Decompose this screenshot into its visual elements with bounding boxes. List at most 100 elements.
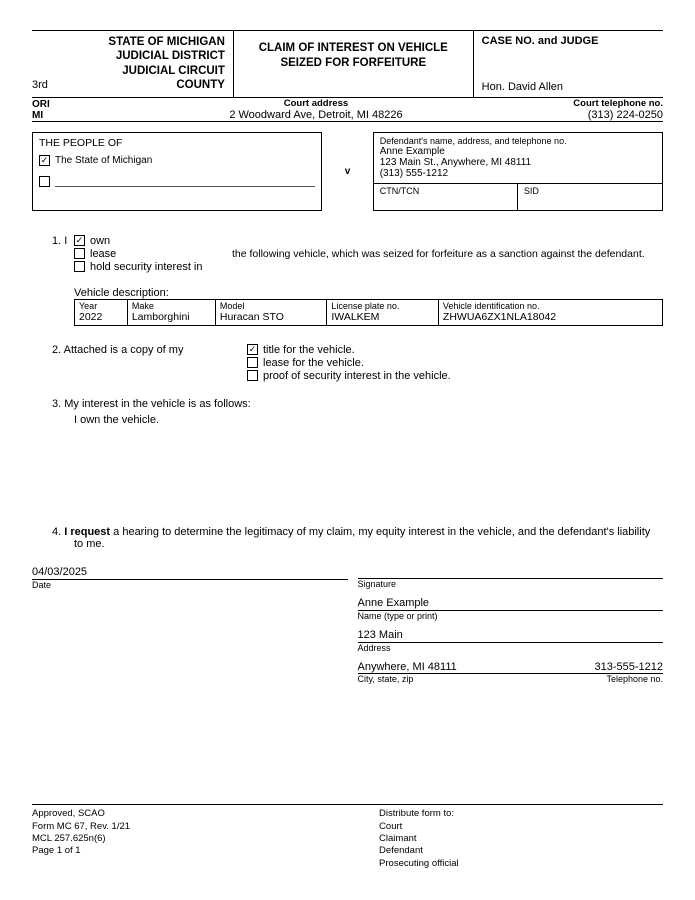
claimant-tel: 313-555-1212 bbox=[541, 661, 663, 673]
plate-value: IWALKEM bbox=[331, 311, 434, 323]
make-header: Make bbox=[132, 301, 211, 311]
plaintiff-blank-row bbox=[39, 176, 315, 187]
defendant-name: Anne Example bbox=[380, 146, 656, 157]
footer-right: Distribute form to: Court Claimant Defen… bbox=[379, 808, 663, 870]
case-block: CASE NO. and JUDGE Hon. David Allen bbox=[474, 31, 663, 97]
court-address: 2 Woodward Ave, Detroit, MI 48226 bbox=[108, 109, 524, 121]
sec3-lead: 3. My interest in the vehicle is as foll… bbox=[52, 398, 663, 410]
vehicle-table: Year2022 MakeLamborghini ModelHuracan ST… bbox=[74, 299, 663, 326]
model-header: Model bbox=[220, 301, 323, 311]
plate-header: License plate no. bbox=[331, 301, 434, 311]
defendant-tel: (313) 555-1212 bbox=[380, 168, 656, 179]
sec4-cont: to me. bbox=[74, 538, 663, 550]
claimant-name: Anne Example bbox=[358, 597, 664, 611]
lease2-checkbox[interactable] bbox=[247, 357, 258, 368]
plaintiff-title: THE PEOPLE OF bbox=[39, 137, 315, 149]
ctn-label: CTN/TCN bbox=[374, 184, 518, 210]
parties-row: THE PEOPLE OF The State of Michigan v De… bbox=[32, 132, 663, 211]
plaintiff-state-checkbox[interactable] bbox=[39, 155, 50, 166]
sec4-text: 4. I request a hearing to determine the … bbox=[52, 526, 663, 538]
defendant-box: Defendant's name, address, and telephone… bbox=[373, 132, 663, 211]
vin-value: ZHWUA6ZX1NLA18042 bbox=[443, 311, 658, 323]
year-value: 2022 bbox=[79, 311, 123, 323]
state-line4: COUNTY bbox=[62, 78, 225, 92]
sig-right-block: Signature Anne Example Name (type or pri… bbox=[348, 566, 664, 684]
name-label: Name (type or print) bbox=[358, 611, 664, 621]
plaintiff-box: THE PEOPLE OF The State of Michigan bbox=[32, 132, 322, 211]
court-tel-block: Court telephone no. (313) 224-0250 bbox=[524, 98, 663, 121]
court-address-label: Court address bbox=[108, 98, 524, 109]
form-title: CLAIM OF INTEREST ON VEHICLE SEIZED FOR … bbox=[234, 31, 474, 97]
dist-defendant: Defendant bbox=[379, 845, 663, 857]
form-header: 3rd STATE OF MICHIGAN JUDICIAL DISTRICT … bbox=[32, 30, 663, 98]
case-label: CASE NO. and JUDGE bbox=[482, 35, 663, 47]
sec2-options: title for the vehicle. lease for the veh… bbox=[247, 344, 451, 382]
defendant-info: Defendant's name, address, and telephone… bbox=[374, 133, 662, 184]
state-block: STATE OF MICHIGAN JUDICIAL DISTRICT JUDI… bbox=[62, 35, 225, 93]
sec3-body: I own the vehicle. bbox=[74, 414, 663, 426]
footer-mcl: MCL 257.625n(6) bbox=[32, 833, 379, 845]
section-4: 4. I request a hearing to determine the … bbox=[32, 526, 663, 550]
sec1-num: 1. I bbox=[52, 235, 74, 247]
mi-label: MI bbox=[32, 110, 108, 121]
plaintiff-blank-checkbox[interactable] bbox=[39, 176, 50, 187]
form-footer: Approved, SCAO Form MC 67, Rev. 1/21 MCL… bbox=[32, 804, 663, 870]
footer-page: Page 1 of 1 bbox=[32, 845, 379, 857]
section-1: 1. I own lease hold security interest in… bbox=[32, 235, 663, 326]
title-checkbox[interactable] bbox=[247, 344, 258, 355]
lease-checkbox[interactable] bbox=[74, 248, 85, 259]
addr-label: Address bbox=[358, 643, 664, 653]
proof-opt-label: proof of security interest in the vehicl… bbox=[263, 370, 451, 382]
ori-label: ORI bbox=[32, 99, 108, 110]
dist-head: Distribute form to: bbox=[379, 808, 663, 820]
proof-checkbox[interactable] bbox=[247, 370, 258, 381]
dist-court: Court bbox=[379, 821, 663, 833]
model-value: Huracan STO bbox=[220, 311, 323, 323]
state-line3: JUDICIAL CIRCUIT bbox=[62, 64, 225, 78]
plaintiff-state-row: The State of Michigan bbox=[39, 155, 315, 166]
title-line1: CLAIM OF INTEREST ON VEHICLE bbox=[242, 41, 465, 56]
section-2: 2. Attached is a copy of my title for th… bbox=[32, 344, 663, 382]
footer-left: Approved, SCAO Form MC 67, Rev. 1/21 MCL… bbox=[32, 808, 379, 870]
make-value: Lamborghini bbox=[132, 311, 211, 323]
defendant-label: Defendant's name, address, and telephone… bbox=[380, 136, 656, 146]
ori-block: ORI MI bbox=[32, 98, 108, 121]
state-line2: JUDICIAL DISTRICT bbox=[62, 49, 225, 63]
city-label: City, state, zip bbox=[358, 674, 541, 684]
sig-date-label: Date bbox=[32, 580, 348, 590]
title-line2: SEIZED FOR FORFEITURE bbox=[242, 56, 465, 71]
court-info-row: ORI MI Court address 2 Woodward Ave, Det… bbox=[32, 98, 663, 122]
year-header: Year bbox=[79, 301, 123, 311]
dist-claimant: Claimant bbox=[379, 833, 663, 845]
hold-checkbox[interactable] bbox=[74, 261, 85, 272]
lease-opt-label: lease for the vehicle. bbox=[263, 357, 364, 369]
lease-label: lease bbox=[90, 248, 116, 260]
hold-label: hold security interest in bbox=[90, 261, 203, 273]
claimant-addr: 123 Main bbox=[358, 629, 664, 643]
title-opt-label: title for the vehicle. bbox=[263, 344, 355, 356]
v-separator: v bbox=[322, 132, 372, 211]
sec1-options: own lease hold security interest in bbox=[74, 235, 224, 273]
sig-date-block: 04/03/2025 Date bbox=[32, 566, 348, 684]
sig-line[interactable] bbox=[358, 566, 664, 579]
own-checkbox[interactable] bbox=[74, 235, 85, 246]
header-left: 3rd STATE OF MICHIGAN JUDICIAL DISTRICT … bbox=[32, 31, 234, 97]
defendant-addr: 123 Main St., Anywhere, MI 48111 bbox=[380, 157, 656, 168]
signature-area: 04/03/2025 Date Signature Anne Example N… bbox=[32, 566, 663, 684]
court-tel: (313) 224-0250 bbox=[524, 109, 663, 121]
sec1-follow-text: the following vehicle, which was seized … bbox=[232, 248, 663, 260]
judge-name: Hon. David Allen bbox=[482, 81, 663, 93]
court-address-block: Court address 2 Woodward Ave, Detroit, M… bbox=[108, 98, 524, 121]
dist-prosecuting: Prosecuting official bbox=[379, 858, 663, 870]
vehicle-desc-label: Vehicle description: bbox=[74, 287, 663, 299]
plaintiff-blank-line bbox=[55, 176, 315, 187]
section-3: 3. My interest in the vehicle is as foll… bbox=[32, 398, 663, 426]
tel-label: Telephone no. bbox=[541, 674, 663, 684]
sig-date: 04/03/2025 bbox=[32, 566, 348, 580]
sec2-lead: 2. Attached is a copy of my bbox=[52, 344, 247, 356]
sig-label: Signature bbox=[358, 579, 664, 589]
defendant-ids: CTN/TCN SID bbox=[374, 184, 662, 210]
own-label: own bbox=[90, 235, 110, 247]
claimant-city: Anywhere, MI 48111 bbox=[358, 661, 541, 673]
footer-form: Form MC 67, Rev. 1/21 bbox=[32, 821, 379, 833]
